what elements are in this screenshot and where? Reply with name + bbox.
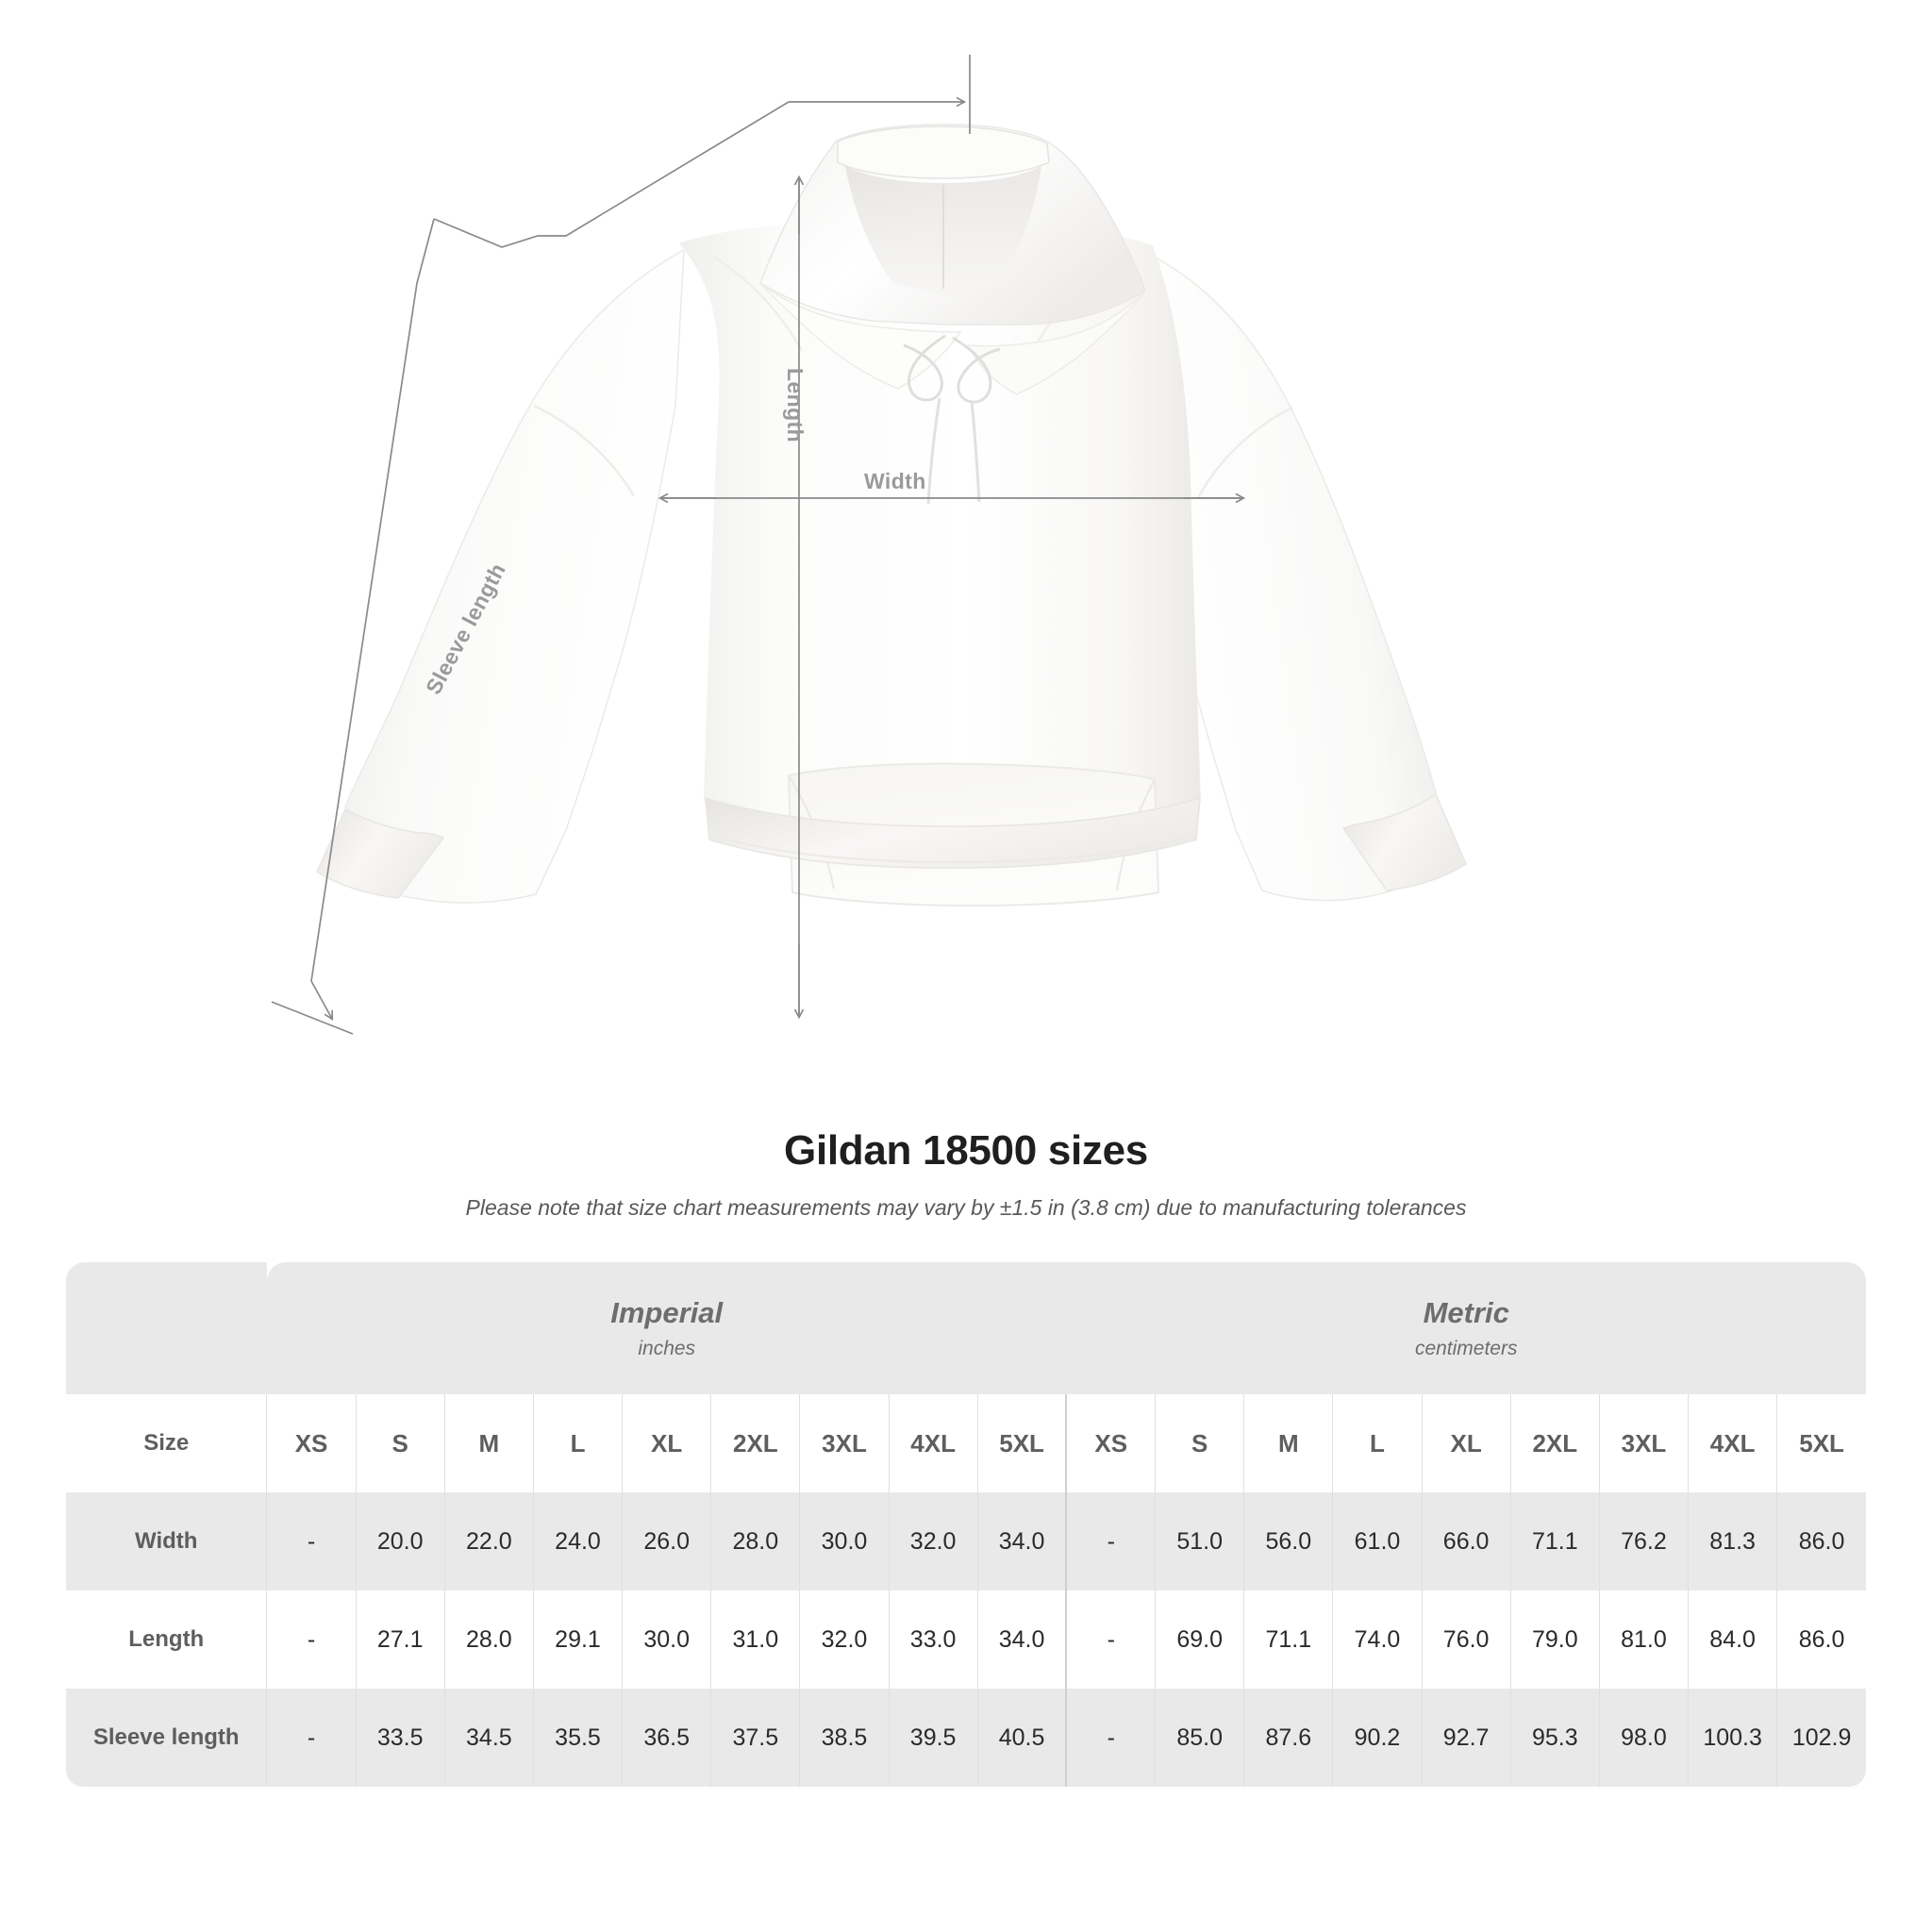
size-header-metric-l: L [1332,1394,1423,1492]
unit-sub-metric: centimeters [1414,1338,1518,1359]
cell-sleeve-metric-4xl: 100.3 [1688,1689,1777,1787]
cell-length-metric-xs: - [1065,1591,1156,1689]
page-subtitle: Please note that size chart measurements… [465,1195,1467,1220]
unit-name-metric: Metric [1423,1296,1509,1329]
cell-length-imperial-s: 27.1 [355,1591,445,1689]
cell-length-metric-4xl: 84.0 [1688,1591,1777,1689]
cell-sleeve-imperial-xl: 36.5 [622,1689,711,1787]
cell-sleeve-imperial-3xl: 38.5 [799,1689,890,1787]
cell-length-imperial-5xl: 34.0 [976,1591,1067,1689]
table-row: Sleeve length - 33.5 34.5 35.5 36.5 37.5… [66,1689,1866,1787]
row-label-length: Length [128,1626,205,1652]
size-header-imperial-4xl: 4XL [888,1394,978,1492]
cell-width-imperial-s: 20.0 [355,1492,445,1591]
cell-sleeve-metric-s: 85.0 [1155,1689,1244,1787]
unit-head-imperial: Imperial inches [266,1262,1067,1394]
cell-width-metric-4xl: 81.3 [1688,1492,1777,1591]
size-header-metric-3xl: 3XL [1598,1394,1689,1492]
cell-width-metric-s: 51.0 [1155,1492,1244,1591]
hoodie-illustration [271,55,1467,1035]
size-header-imperial-xs: XS [266,1394,357,1492]
cell-width-metric-xs: - [1065,1492,1156,1591]
size-header-imperial-l: L [532,1394,623,1492]
cell-sleeve-metric-xl: 92.7 [1421,1689,1511,1787]
cell-width-imperial-l: 24.0 [532,1492,623,1591]
hoodie-body [316,124,1467,908]
cell-width-imperial-xs: - [266,1492,357,1591]
page-title: Gildan 18500 sizes [784,1127,1148,1174]
cell-length-imperial-l: 29.1 [532,1591,623,1689]
size-header-metric-xs: XS [1065,1394,1156,1492]
cell-length-metric-l: 74.0 [1332,1591,1423,1689]
size-table-wrapper: Imperial inches Metric centimeters Size … [0,1221,1932,1787]
cell-width-metric-m: 56.0 [1243,1492,1333,1591]
cell-length-metric-s: 69.0 [1155,1591,1244,1689]
cell-width-imperial-5xl: 34.0 [976,1492,1067,1591]
size-header-row: Size XS S M L XL 2XL 3XL 4XL 5XL XS S M … [66,1394,1866,1492]
cell-sleeve-metric-xs: - [1065,1689,1156,1787]
cell-length-imperial-2xl: 31.0 [710,1591,800,1689]
cell-width-metric-3xl: 76.2 [1598,1492,1689,1591]
cell-sleeve-metric-5xl: 102.9 [1776,1689,1866,1787]
cell-sleeve-imperial-5xl: 40.5 [976,1689,1067,1787]
cell-length-imperial-4xl: 33.0 [888,1591,978,1689]
size-header-metric-5xl: 5XL [1776,1394,1866,1492]
unit-name-imperial: Imperial [610,1296,724,1329]
cell-sleeve-metric-2xl: 95.3 [1509,1689,1600,1787]
cell-width-metric-5xl: 86.0 [1776,1492,1866,1591]
length-dimension-label: Length [783,368,808,443]
cell-width-metric-2xl: 71.1 [1509,1492,1600,1591]
size-row-label: Size [143,1430,190,1456]
width-dimension-label: Width [864,469,926,493]
cell-length-metric-5xl: 86.0 [1776,1591,1866,1689]
unit-sub-imperial: inches [638,1338,696,1359]
cell-sleeve-imperial-l: 35.5 [532,1689,623,1787]
size-header-imperial-m: M [443,1394,534,1492]
cell-length-metric-xl: 76.0 [1421,1591,1511,1689]
unit-head-spacer [66,1262,267,1394]
size-header-imperial-s: S [355,1394,445,1492]
size-header-imperial-2xl: 2XL [710,1394,800,1492]
chart-title-block: Gildan 18500 sizes Please note that size… [0,1118,1932,1221]
measurement-guides [271,55,1243,1035]
cell-length-imperial-xl: 30.0 [622,1591,711,1689]
cell-sleeve-imperial-m: 34.5 [443,1689,534,1787]
table-row: Length - 27.1 28.0 29.1 30.0 31.0 32.0 3… [66,1591,1866,1689]
cell-length-imperial-m: 28.0 [443,1591,534,1689]
cell-length-imperial-3xl: 32.0 [799,1591,890,1689]
cell-width-imperial-4xl: 32.0 [888,1492,978,1591]
size-header-imperial-5xl: 5XL [976,1394,1067,1492]
cell-width-imperial-3xl: 30.0 [799,1492,890,1591]
size-chart-table: Imperial inches Metric centimeters Size … [66,1262,1866,1787]
cell-width-metric-xl: 66.0 [1421,1492,1511,1591]
cell-sleeve-metric-3xl: 98.0 [1598,1689,1689,1787]
cell-sleeve-imperial-s: 33.5 [355,1689,445,1787]
size-header-imperial-xl: XL [622,1394,711,1492]
size-header-imperial-3xl: 3XL [799,1394,890,1492]
row-label-width: Width [135,1528,198,1554]
cell-sleeve-imperial-4xl: 39.5 [888,1689,978,1787]
unit-head-metric: Metric centimeters [1066,1262,1866,1394]
cell-width-imperial-2xl: 28.0 [710,1492,800,1591]
cell-length-metric-m: 71.1 [1243,1591,1333,1689]
cell-length-metric-2xl: 79.0 [1509,1591,1600,1689]
cell-sleeve-metric-m: 87.6 [1243,1689,1333,1787]
unit-group-header-row: Imperial inches Metric centimeters [66,1262,1866,1394]
cell-width-imperial-xl: 26.0 [622,1492,711,1591]
cell-sleeve-imperial-xs: - [266,1689,357,1787]
cell-sleeve-metric-l: 90.2 [1332,1689,1423,1787]
cell-width-metric-l: 61.0 [1332,1492,1423,1591]
size-header-metric-2xl: 2XL [1509,1394,1600,1492]
cell-sleeve-imperial-2xl: 37.5 [710,1689,800,1787]
garment-diagram: Length Width Sleeve length [271,55,1467,1035]
cell-width-imperial-m: 22.0 [443,1492,534,1591]
size-header-metric-m: M [1243,1394,1333,1492]
size-header-metric-xl: XL [1421,1394,1511,1492]
row-label-sleeve-length: Sleeve length [92,1724,240,1750]
size-header-metric-4xl: 4XL [1688,1394,1777,1492]
table-row: Width - 20.0 22.0 24.0 26.0 28.0 30.0 32… [66,1492,1866,1591]
cell-length-imperial-xs: - [266,1591,357,1689]
size-header-metric-s: S [1155,1394,1244,1492]
cell-length-metric-3xl: 81.0 [1598,1591,1689,1689]
